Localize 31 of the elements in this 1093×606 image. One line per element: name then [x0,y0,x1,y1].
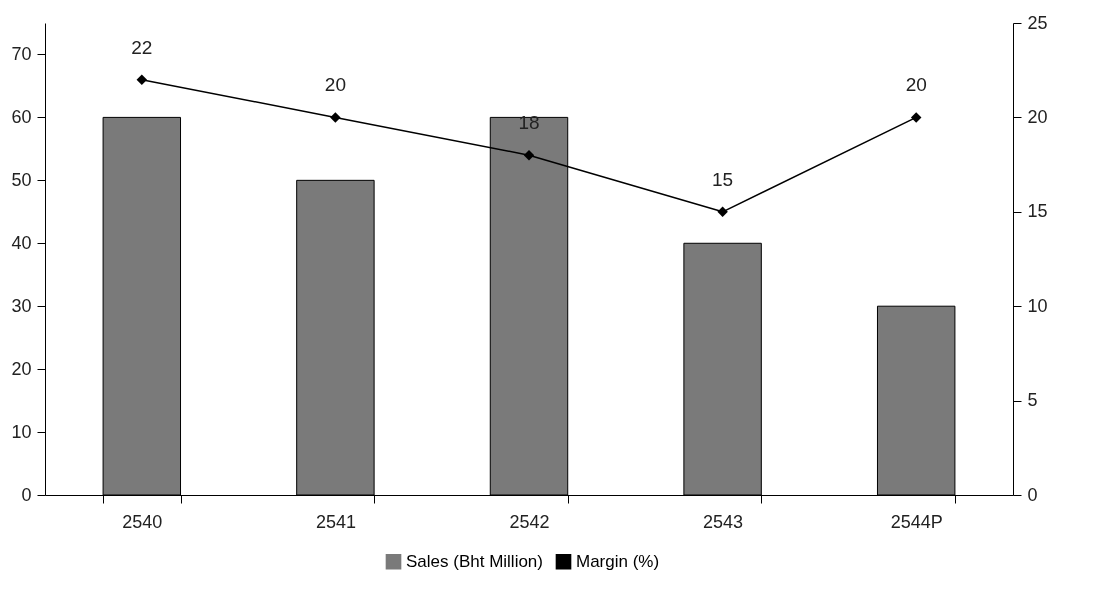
data-label: 20 [324,74,346,96]
y-tick-label: 20 [11,358,32,379]
x-tick-label: 2543 [703,511,744,532]
point [910,112,922,123]
y-tick-label: 30 [11,295,32,316]
data-label: 22 [131,36,153,58]
legend-label: Sales (Bht Million) [406,551,543,571]
x-tick-label: 2540 [122,511,163,532]
y2-tick-label: 0 [1027,484,1038,505]
y2-tick-label: 5 [1027,390,1038,411]
x-tick-label: 2541 [315,511,356,532]
y2-tick-label: 15 [1027,201,1048,222]
point [523,149,535,161]
y-tick-label: 60 [11,106,32,127]
point [717,206,728,218]
data-label: 15 [712,168,734,190]
point [136,74,148,85]
x-tick-label: 2542 [509,511,550,532]
y2-tick-label: 10 [1027,295,1048,316]
y-tick-label: 40 [11,232,32,253]
y-tick-label: 70 [11,43,32,64]
data-label: 20 [905,74,927,96]
y-tick-label: 0 [21,484,32,505]
y-tick-label: 10 [11,421,32,442]
point [330,112,341,123]
y2-tick-label: 20 [1027,106,1048,127]
y2-tick-label: 25 [1027,12,1048,33]
x-tick-label: 2544P [890,511,943,532]
y-tick-label: 50 [11,169,32,190]
legend-label: Margin (%) [576,551,660,571]
data-label: 18 [518,112,540,134]
